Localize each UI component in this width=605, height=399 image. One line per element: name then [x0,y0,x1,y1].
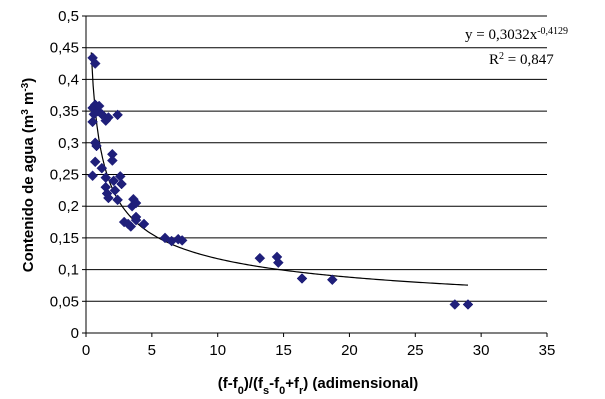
data-point [449,299,461,310]
y-tick-label: 0,05 [50,293,79,310]
data-point [176,235,188,246]
data-point [254,252,266,264]
data-point [109,184,121,196]
x-tick-label: 0 [82,342,90,359]
power-trendline [90,52,469,286]
r-squared-label: R2 = 0,847 [489,51,554,69]
data-points [87,52,474,310]
data-point [103,112,114,123]
tick-labels: 0 0,05 0,1 0,15 0,2 0,25 0,3 0,35 0,4 0,45 0,5 0 5 10… [50,8,556,359]
x-tick-label: 10 [209,342,226,359]
x-tick-label: 20 [341,342,358,359]
data-point [89,156,101,168]
data-point [87,170,98,182]
data-point [93,100,105,112]
data-point [462,299,474,310]
data-point [112,109,123,121]
x-axis-title: (f-f0)/(fs-f0+fr) (adimensional) [218,375,419,397]
data-point [108,175,120,187]
data-point [116,178,127,190]
y-tick-label: 0,25 [50,167,79,184]
data-point [103,192,114,204]
data-point [87,116,98,128]
data-point [130,214,142,226]
y-tick-label: 0,5 [58,8,79,25]
x-tick-label: 25 [407,342,424,359]
y-tick-label: 0,45 [50,40,79,57]
y-tick-label: 0,1 [58,262,79,279]
data-point [112,194,123,206]
gridlines [86,15,547,302]
data-point [326,274,338,286]
axes [82,15,548,337]
data-point [296,273,308,284]
x-tick-label: 15 [275,342,292,359]
trendline-group [90,52,469,286]
x-tick-label: 30 [473,342,490,359]
x-tick-label: 5 [148,342,156,359]
data-point [125,221,137,232]
data-point [130,197,142,209]
x-tick-label: 35 [539,342,556,359]
data-point [138,218,150,230]
y-tick-label: 0,35 [50,103,79,120]
y-tick-label: 0,15 [50,230,79,247]
y-tick-label: 0,2 [58,198,79,215]
data-point [272,257,284,268]
data-point [91,140,102,152]
data-point [89,58,101,69]
data-point [106,155,118,166]
y-tick-label: 0 [71,325,79,342]
y-axis-title: Contenido de agua (m3 m-3) [20,78,38,272]
y-tick-label: 0,4 [58,71,79,88]
y-tick-label: 0,3 [58,135,79,152]
trendline-equation: y = 0,3032x-0,4129 [465,26,568,44]
data-point [96,162,108,174]
